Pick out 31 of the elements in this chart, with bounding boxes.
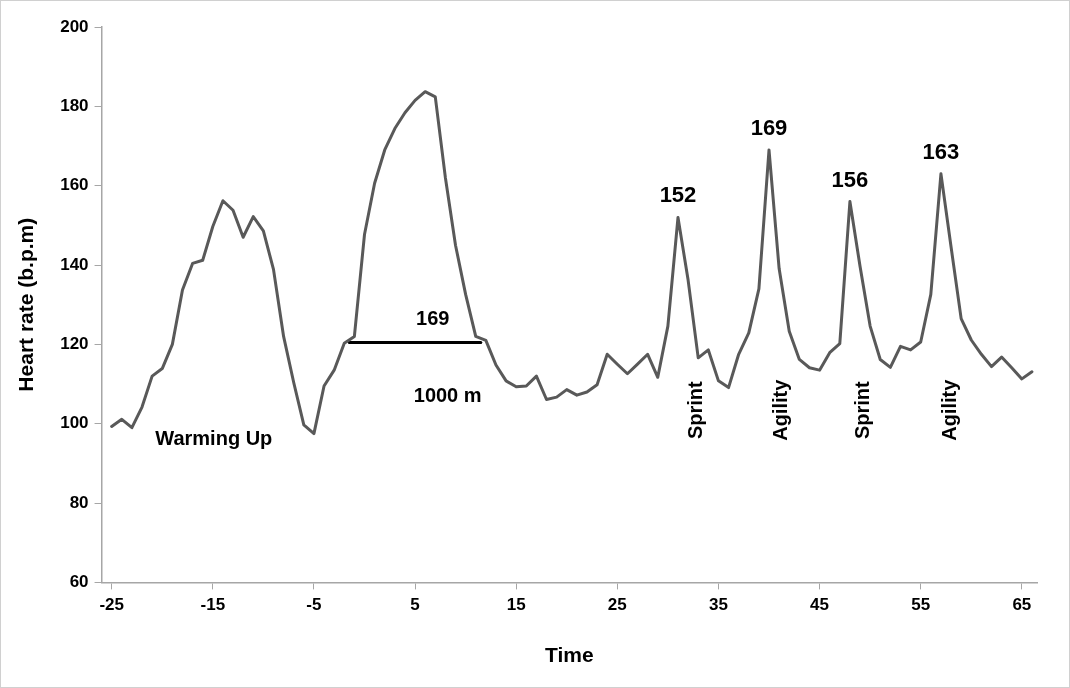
y-tick-label: 120 (60, 334, 89, 354)
y-tick-label: 180 (60, 96, 89, 116)
data-label: 169 (750, 115, 788, 141)
data-label: 152 (659, 182, 697, 208)
data-label: 163 (922, 138, 960, 164)
annotation: 1000 m (413, 383, 482, 406)
annotation: 169 (416, 307, 450, 330)
y-tick-label: 160 (60, 175, 89, 195)
data-label: 156 (831, 166, 869, 192)
x-tick-label: 5 (410, 595, 420, 615)
y-axis-title: Heart rate (b.p.m) (14, 217, 38, 392)
x-axis-title: Time (544, 643, 594, 667)
annotation: Agility (937, 378, 960, 441)
annotation: Warming Up (155, 427, 273, 450)
y-tick-label: 100 (60, 413, 89, 433)
y-tick-label: 140 (60, 254, 89, 274)
y-tick-label: 80 (69, 492, 89, 512)
x-tick-label: -25 (99, 595, 124, 615)
y-tick-label: 60 (69, 572, 89, 592)
annotation: Sprint (850, 381, 873, 440)
x-tick-label: 55 (911, 595, 931, 615)
x-tick-label: 45 (810, 595, 830, 615)
x-tick-label: 65 (1012, 595, 1032, 615)
annotation: Sprint (684, 381, 707, 440)
x-tick-label: 15 (506, 595, 526, 615)
x-tick-label: 35 (708, 595, 728, 615)
x-tick-label: -5 (306, 595, 322, 615)
x-tick-label: -15 (200, 595, 226, 615)
x-tick-label: 25 (607, 595, 627, 615)
y-tick-label: 200 (60, 16, 89, 36)
annotation: Agility (769, 378, 792, 441)
